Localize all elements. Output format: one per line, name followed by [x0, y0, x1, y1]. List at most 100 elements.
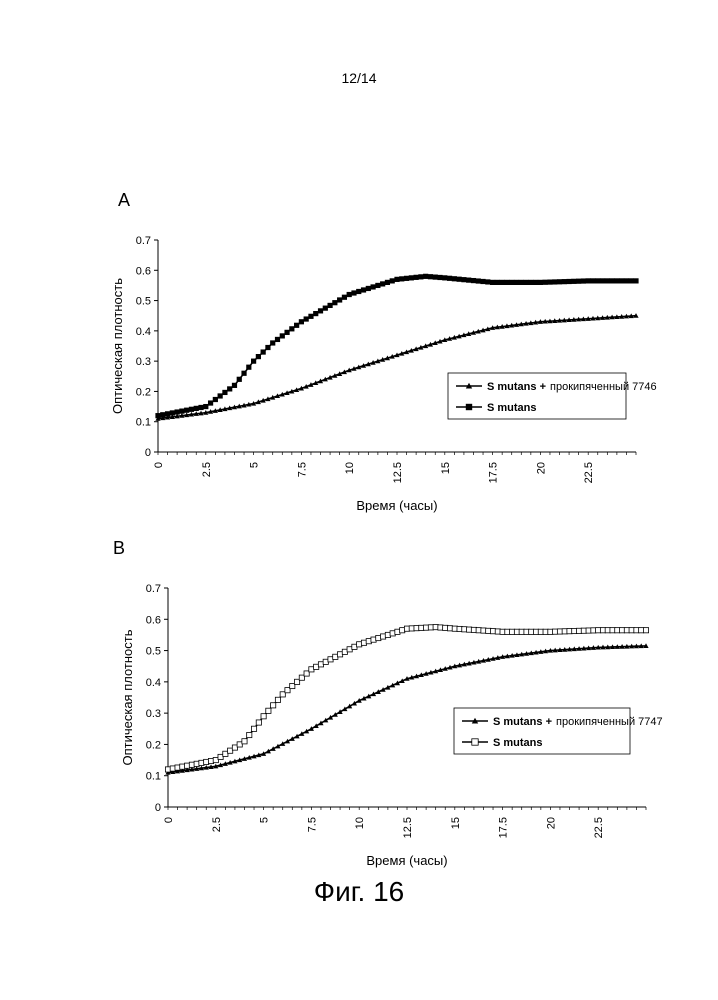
- x-tick-label: 12.5: [402, 817, 414, 838]
- data-point: [222, 761, 228, 766]
- data-point: [332, 300, 338, 306]
- y-tick-label: 0: [145, 447, 151, 459]
- data-point: [384, 355, 391, 361]
- data-point: [533, 649, 539, 655]
- data-point: [513, 322, 520, 327]
- data-point: [633, 643, 640, 649]
- data-point: [599, 315, 606, 320]
- data-point: [552, 647, 558, 653]
- data-point: [456, 276, 462, 282]
- x-tick-label: 10: [344, 462, 356, 474]
- data-point: [413, 346, 419, 352]
- data-point: [599, 278, 606, 284]
- data-point: [251, 753, 257, 759]
- data-point: [465, 403, 473, 411]
- series-1: [155, 273, 639, 419]
- data-point: [461, 661, 467, 667]
- data-point: [571, 278, 577, 284]
- y-tick-label: 0.5: [136, 296, 151, 308]
- data-point: [399, 350, 405, 356]
- data-point: [528, 650, 534, 656]
- data-point: [609, 644, 616, 650]
- data-point: [241, 756, 248, 761]
- data-point: [485, 326, 491, 332]
- chart-a: 0 0.1 0.2 0.3 0.4 0.5 0.6 0.7 0 2.5 5 7.5 10 12.5 15 17…: [110, 235, 657, 513]
- data-point: [189, 766, 195, 772]
- x-tick-label: 5: [249, 462, 261, 468]
- data-point: [313, 723, 319, 729]
- legend-entry-suffix: прокипяченный 7746: [550, 381, 657, 393]
- data-point: [323, 717, 329, 723]
- x-tick-label: 2.5: [201, 462, 213, 477]
- data-point: [523, 320, 529, 326]
- data-point: [451, 334, 457, 340]
- legend-entry-suffix: прокипяченный 7747: [556, 716, 663, 728]
- data-point: [518, 279, 524, 285]
- data-point: [562, 647, 568, 652]
- data-point: [475, 328, 481, 334]
- data-point: [556, 317, 563, 323]
- data-point: [490, 279, 496, 285]
- data-point: [351, 290, 357, 296]
- data-point: [337, 371, 343, 376]
- data-point: [260, 713, 267, 720]
- data-point: [342, 706, 348, 712]
- data-point: [303, 383, 309, 389]
- data-point: [356, 288, 362, 295]
- data-point: [538, 649, 544, 654]
- data-point: [303, 316, 309, 322]
- data-point: [304, 728, 310, 734]
- data-point: [523, 279, 529, 285]
- data-point: [576, 646, 582, 651]
- data-point: [561, 279, 567, 285]
- data-point: [480, 657, 487, 663]
- data-point: [280, 741, 286, 746]
- data-point: [198, 404, 204, 411]
- data-point: [365, 361, 371, 367]
- data-point: [198, 765, 205, 771]
- data-point: [552, 318, 558, 323]
- data-point: [375, 689, 381, 694]
- data-point: [585, 316, 591, 321]
- data-point: [298, 385, 304, 391]
- data-point: [623, 313, 630, 319]
- x-tick-label: 5: [259, 817, 271, 823]
- data-point: [246, 732, 253, 739]
- data-point: [471, 717, 479, 724]
- y-tick-label: 0.4: [146, 677, 161, 689]
- data-point: [456, 662, 463, 668]
- data-point: [227, 747, 234, 754]
- data-point: [585, 278, 591, 284]
- data-point: [337, 709, 343, 714]
- data-point: [595, 278, 601, 284]
- data-point: [437, 667, 444, 673]
- x-tick-label: 20: [535, 462, 547, 474]
- data-point: [217, 753, 224, 760]
- data-point: [385, 684, 391, 690]
- y-tick-label: 0.3: [136, 356, 151, 368]
- data-point: [542, 279, 548, 285]
- data-point: [547, 647, 553, 653]
- data-point: [308, 313, 314, 319]
- data-point: [413, 673, 420, 679]
- data-point: [241, 738, 248, 745]
- data-point: [624, 643, 630, 649]
- data-point: [465, 382, 473, 389]
- data-point: [246, 754, 252, 760]
- data-point: [332, 712, 338, 717]
- data-point: [179, 408, 185, 414]
- data-point: [265, 748, 271, 754]
- data-point: [466, 331, 472, 336]
- data-point: [275, 743, 281, 749]
- y-axis-title: Оптическая плотность: [110, 278, 125, 414]
- data-point: [279, 691, 286, 698]
- data-point: [265, 396, 271, 402]
- x-tick-label: 2.5: [211, 817, 223, 832]
- series-1: [164, 624, 650, 773]
- data-point: [442, 337, 448, 343]
- data-point: [470, 330, 477, 335]
- data-point: [160, 412, 166, 418]
- data-point: [255, 719, 262, 726]
- data-point: [619, 278, 625, 284]
- legend: S mutans + прокипяченный 7746 S mutans: [447, 372, 657, 420]
